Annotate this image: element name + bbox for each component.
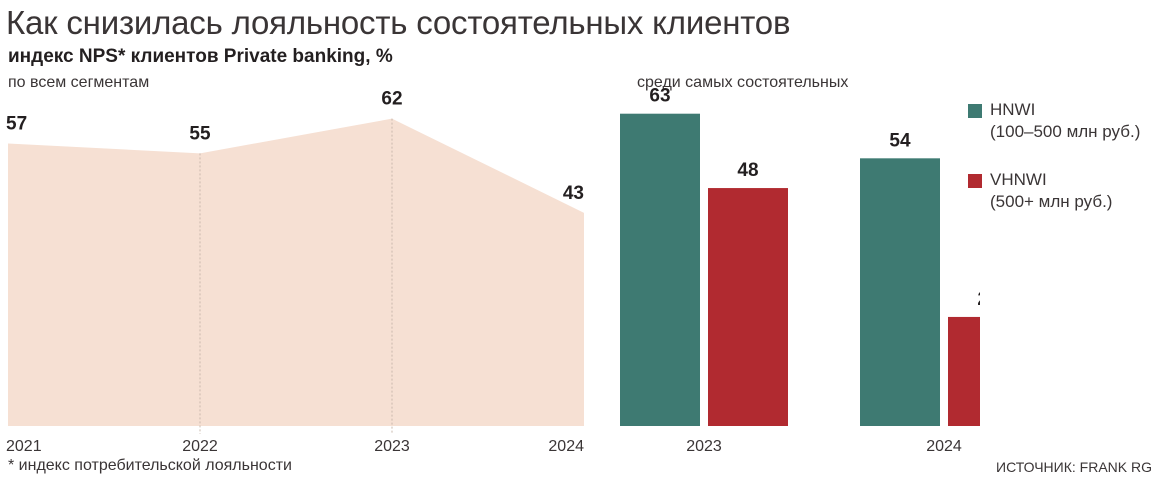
area-x-tick-label: 2023 (374, 438, 410, 455)
legend-note-hnwi: (100–500 млн руб.) (990, 122, 1141, 141)
source-credit: ИСТОЧНИК: FRANK RG (996, 459, 1152, 475)
bar-panel-label: среди самых состоятельных (637, 74, 849, 91)
area-x-tick-label: 2024 (548, 438, 584, 455)
area-value-label: 62 (381, 89, 402, 110)
legend-label-vhnwi: VHNWI (990, 170, 1047, 189)
bar-x-tick-label: 2023 (686, 438, 722, 455)
legend-note-vhnwi: (500+ млн руб.) (990, 192, 1113, 211)
area-value-label: 57 (6, 113, 27, 134)
bar-hnwi (620, 113, 700, 426)
area-value-label: 55 (189, 123, 211, 144)
area-series (8, 118, 584, 427)
bar-value-label: 54 (889, 130, 911, 151)
legend-swatch-hnwi (968, 104, 982, 118)
bar-chart: 63 48 2023 54 22 2024 (620, 86, 980, 455)
area-panel-label: по всем сегментам (8, 74, 150, 91)
area-x-tick-label: 2022 (182, 438, 218, 455)
footnote: * индекс потребительской лояльности (8, 457, 292, 474)
bar-value-label: 22 (977, 289, 980, 310)
bar-x-tick-label: 2024 (926, 438, 962, 455)
area-value-label: 43 (563, 183, 584, 204)
bar-vhnwi (708, 188, 788, 426)
chart-title: Как снизилась лояльность состоятельных к… (6, 4, 791, 41)
bar-hnwi (860, 158, 940, 427)
chart-subtitle: индекс NPS* клиентов Private banking, % (8, 46, 393, 67)
area-x-tick-label: 2021 (6, 438, 42, 455)
bar-vhnwi (948, 316, 980, 426)
area-chart: 57 2021 55 2022 62 2023 43 2024 (6, 89, 584, 455)
legend-swatch-vhnwi (968, 174, 982, 188)
legend-label-hnwi: HNWI (990, 100, 1036, 119)
bar-value-label: 63 (649, 86, 670, 107)
bar-value-label: 48 (737, 160, 758, 181)
